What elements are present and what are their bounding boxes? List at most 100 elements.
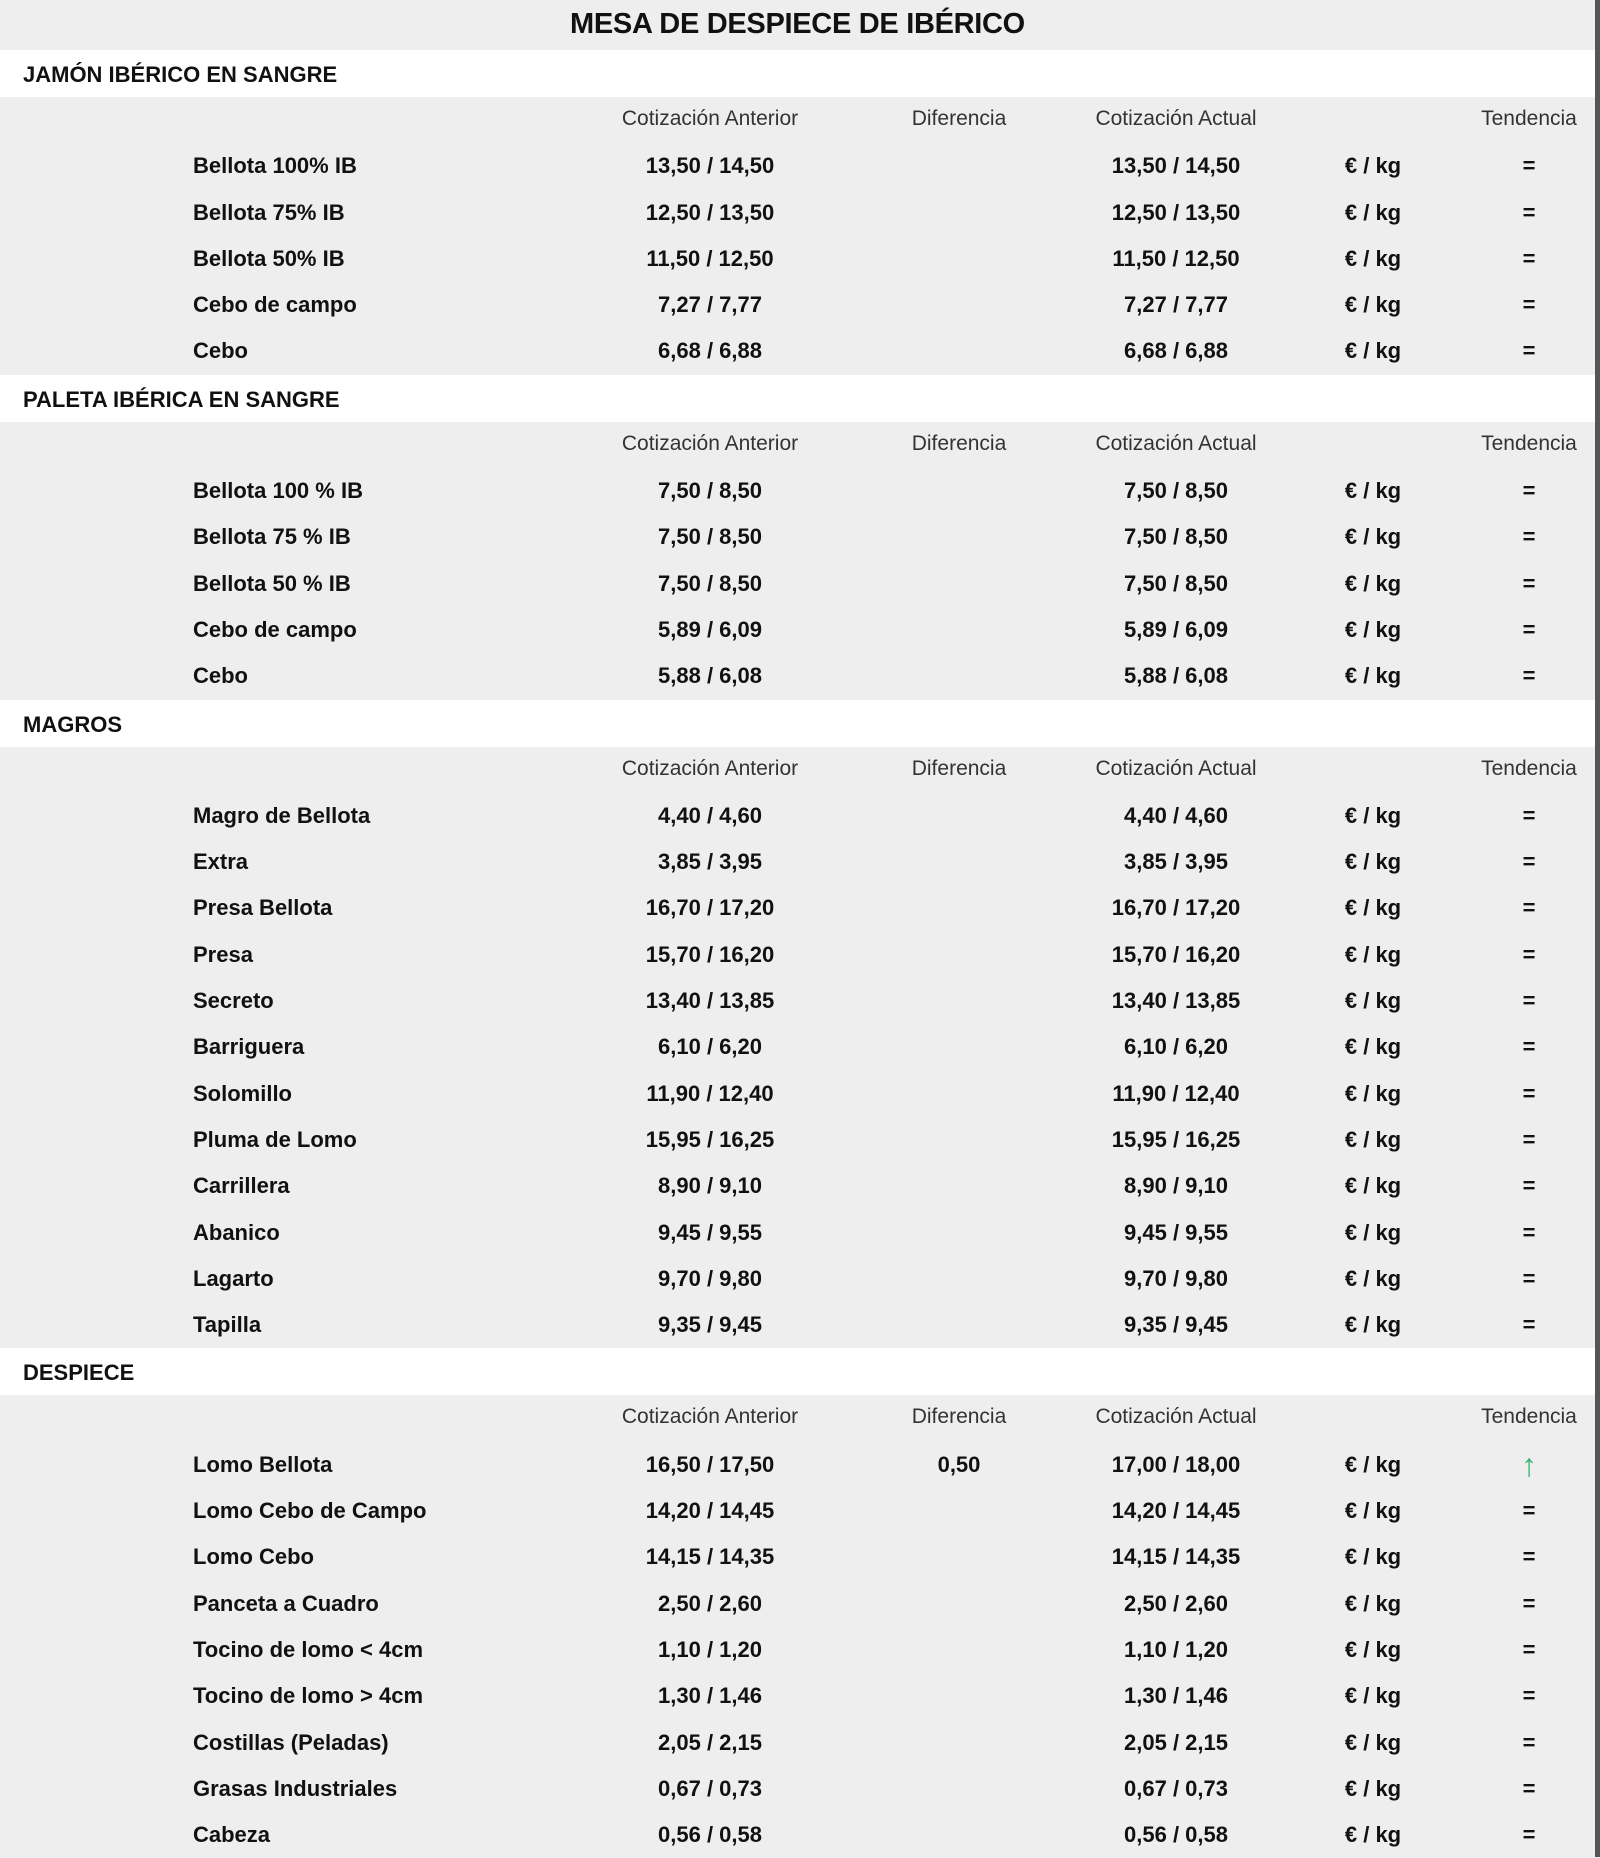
table-row: Cebo de campo 7,27 / 7,77 7,27 / 7,77 € / k… xyxy=(0,282,1595,328)
column-header-anterior: Cotización Anterior xyxy=(621,1405,799,1429)
trend-equal-icon: = xyxy=(1522,153,1536,179)
trend-equal-icon: = xyxy=(1522,1034,1536,1060)
diferencia: 0,50 xyxy=(937,1451,981,1477)
product-name: Cebo xyxy=(193,663,248,689)
table-row: Bellota 100% IB 13,50 / 14,50 13,50 / 14,5… xyxy=(0,143,1595,189)
cotizacion-actual: 14,15 / 14,35 xyxy=(1111,1544,1241,1570)
unit: € / kg xyxy=(1344,1590,1402,1616)
trend-equal-icon: = xyxy=(1522,1544,1536,1570)
product-name: Lomo Cebo de Campo xyxy=(193,1498,427,1524)
product-name: Solomillo xyxy=(193,1080,292,1106)
trend-equal-icon: = xyxy=(1522,1173,1536,1199)
cotizacion-actual: 1,10 / 1,20 xyxy=(1124,1636,1228,1662)
section-title: DESPIECE xyxy=(0,1348,1595,1396)
unit: € / kg xyxy=(1344,802,1402,828)
cotizacion-actual: 6,10 / 6,20 xyxy=(1124,1034,1228,1060)
unit: € / kg xyxy=(1344,1312,1402,1338)
trend-equal-icon: = xyxy=(1522,988,1536,1014)
unit: € / kg xyxy=(1344,1822,1402,1848)
cotizacion-actual: 7,50 / 8,50 xyxy=(1124,570,1228,596)
table-row: Panceta a Cuadro 2,50 / 2,60 2,50 / 2,60 € … xyxy=(0,1581,1595,1627)
trend-equal-icon: = xyxy=(1522,292,1536,318)
cotizacion-anterior: 8,90 / 9,10 xyxy=(658,1173,762,1199)
unit: € / kg xyxy=(1344,1775,1402,1801)
cotizacion-anterior: 11,90 / 12,40 xyxy=(646,1080,774,1106)
unit: € / kg xyxy=(1344,895,1402,921)
unit: € / kg xyxy=(1344,1636,1402,1662)
section-title: PALETA IBÉRICA EN SANGRE xyxy=(0,374,1595,422)
cotizacion-actual: 15,95 / 16,25 xyxy=(1111,1126,1241,1152)
cotizacion-actual: 3,85 / 3,95 xyxy=(1124,849,1228,875)
unit: € / kg xyxy=(1344,478,1402,504)
table-row: Cebo 6,68 / 6,88 6,68 / 6,88 € / kg = xyxy=(0,328,1595,374)
table-row: Magro de Bellota 4,40 / 4,60 4,40 / 4,60 € … xyxy=(0,793,1595,839)
product-name: Presa xyxy=(193,941,253,967)
cotizacion-anterior: 12,50 / 13,50 xyxy=(645,199,775,225)
unit: € / kg xyxy=(1344,570,1402,596)
table-row: Costillas (Peladas) 2,05 / 2,15 2,05 / 2,1… xyxy=(0,1720,1595,1766)
product-name: Lomo Cebo xyxy=(193,1544,314,1570)
unit: € / kg xyxy=(1344,1126,1402,1152)
unit: € / kg xyxy=(1344,292,1402,318)
cotizacion-actual: 2,05 / 2,15 xyxy=(1124,1729,1228,1755)
cotizacion-anterior: 7,50 / 8,50 xyxy=(658,524,762,550)
right-border xyxy=(1595,0,1600,1857)
column-header-row: Cotización Anterior Diferencia Cotización … xyxy=(0,97,1595,143)
trend-equal-icon: = xyxy=(1522,941,1536,967)
cotizacion-anterior: 2,50 / 2,60 xyxy=(658,1590,762,1616)
cotizacion-anterior: 7,27 / 7,77 xyxy=(658,292,762,318)
trend-equal-icon: = xyxy=(1522,1729,1536,1755)
table-row: Tocino de lomo > 4cm 1,30 / 1,46 1,30 / 1,… xyxy=(0,1673,1595,1719)
product-name: Costillas (Peladas) xyxy=(193,1729,389,1755)
page-title: MESA DE DESPIECE DE IBÉRICO xyxy=(570,8,1025,40)
cotizacion-actual: 5,89 / 6,09 xyxy=(1124,616,1228,642)
cotizacion-anterior: 7,50 / 8,50 xyxy=(658,478,762,504)
table-row: Lomo Bellota 16,50 / 17,50 0,50 17,00 / 18,… xyxy=(0,1442,1595,1488)
table-row: Cebo 5,88 / 6,08 5,88 / 6,08 € / kg = xyxy=(0,653,1595,699)
unit: € / kg xyxy=(1344,1219,1402,1245)
column-header-actual: Cotización Actual xyxy=(1095,1405,1257,1429)
cotizacion-actual: 7,50 / 8,50 xyxy=(1124,478,1228,504)
unit: € / kg xyxy=(1344,338,1402,364)
column-header-tendencia: Tendencia xyxy=(1481,756,1577,780)
unit: € / kg xyxy=(1344,1034,1402,1060)
unit: € / kg xyxy=(1344,1544,1402,1570)
trend-equal-icon: = xyxy=(1522,338,1536,364)
table-row: Bellota 75 % IB 7,50 / 8,50 7,50 / 8,50 € /… xyxy=(0,514,1595,560)
trend-equal-icon: = xyxy=(1522,1775,1536,1801)
unit: € / kg xyxy=(1344,849,1402,875)
trend-equal-icon: = xyxy=(1522,524,1536,550)
trend-equal-icon: = xyxy=(1522,1312,1536,1338)
cotizacion-anterior: 4,40 / 4,60 xyxy=(658,802,762,828)
column-header-anterior: Cotización Anterior xyxy=(621,431,799,455)
table-row: Cabeza 0,56 / 0,58 0,56 / 0,58 € / kg = xyxy=(0,1812,1595,1858)
cotizacion-anterior: 5,89 / 6,09 xyxy=(658,616,762,642)
table-row: Bellota 75% IB 12,50 / 13,50 12,50 / 13,50… xyxy=(0,190,1595,236)
table-row: Bellota 50% IB 11,50 / 12,50 11,50 / 12,50… xyxy=(0,236,1595,282)
section-1: PALETA IBÉRICA EN SANGRE Cotización Anter… xyxy=(0,374,1600,700)
section-title: JAMÓN IBÉRICO EN SANGRE xyxy=(0,50,1595,97)
cotizacion-anterior: 15,95 / 16,25 xyxy=(645,1126,775,1152)
cotizacion-anterior: 0,56 / 0,58 xyxy=(658,1822,762,1848)
table-row: Grasas Industriales 0,67 / 0,73 0,67 / 0,7… xyxy=(0,1766,1595,1812)
unit: € / kg xyxy=(1344,1451,1402,1477)
cotizacion-actual: 11,90 / 12,40 xyxy=(1112,1080,1240,1106)
trend-equal-icon: = xyxy=(1522,1590,1536,1616)
cotizacion-actual: 9,35 / 9,45 xyxy=(1124,1312,1228,1338)
unit: € / kg xyxy=(1344,616,1402,642)
section-3: DESPIECE Cotización Anterior Diferencia Cot… xyxy=(0,1348,1600,1858)
trend-equal-icon: = xyxy=(1522,570,1536,596)
table-row: Pluma de Lomo 15,95 / 16,25 15,95 / 16,25 €… xyxy=(0,1117,1595,1163)
table-row: Cebo de campo 5,89 / 6,09 5,89 / 6,09 € / k… xyxy=(0,607,1595,653)
product-name: Bellota 50 % IB xyxy=(193,570,351,596)
cotizacion-anterior: 9,70 / 9,80 xyxy=(658,1265,762,1291)
trend-equal-icon: = xyxy=(1522,1080,1536,1106)
column-header-diferencia: Diferencia xyxy=(911,431,1007,455)
cotizacion-anterior: 5,88 / 6,08 xyxy=(658,663,762,689)
cotizacion-anterior: 3,85 / 3,95 xyxy=(658,849,762,875)
cotizacion-actual: 5,88 / 6,08 xyxy=(1124,663,1228,689)
product-name: Cebo xyxy=(193,338,248,364)
unit: € / kg xyxy=(1344,153,1402,179)
cotizacion-anterior: 16,50 / 17,50 xyxy=(645,1451,775,1477)
section-0: JAMÓN IBÉRICO EN SANGRE Cotización Anteri… xyxy=(0,50,1600,375)
